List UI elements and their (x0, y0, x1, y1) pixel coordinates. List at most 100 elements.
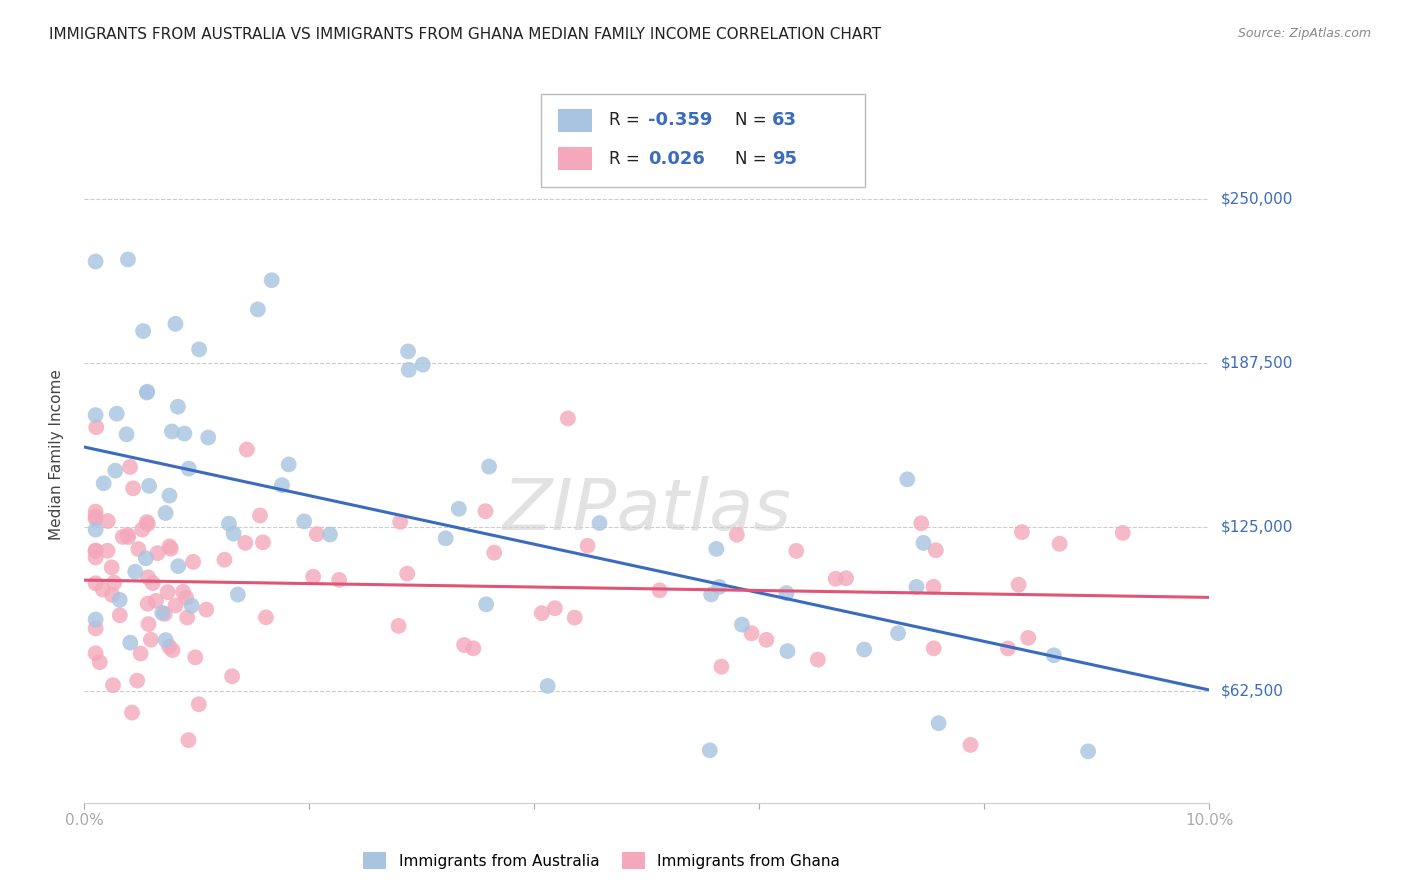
Text: IMMIGRANTS FROM AUSTRALIA VS IMMIGRANTS FROM GHANA MEDIAN FAMILY INCOME CORRELAT: IMMIGRANTS FROM AUSTRALIA VS IMMIGRANTS … (49, 27, 882, 42)
Point (387, 619, 409, 633)
Point (925, 543, 948, 558)
Point (328, 573, 350, 587)
Point (108, 593, 131, 607)
Point (755, 632, 778, 647)
Point (84, 613, 107, 627)
Point (463, 641, 485, 656)
Point (709, 580, 731, 594)
Point (136, 597, 159, 611)
Point (146, 546, 169, 560)
Point (853, 642, 876, 657)
Point (1043, 648, 1066, 663)
Point (187, 697, 209, 711)
Point (127, 541, 149, 556)
Point (111, 530, 134, 544)
Point (474, 504, 496, 518)
Point (184, 650, 207, 665)
Point (132, 324, 155, 338)
Point (195, 602, 218, 616)
Point (434, 532, 457, 546)
Point (807, 652, 830, 666)
Point (1011, 524, 1033, 539)
Point (222, 526, 245, 541)
Point (160, 425, 183, 439)
Point (136, 516, 159, 531)
Point (84, 646, 107, 660)
Point (97, 514, 120, 528)
Point (84, 408, 107, 422)
Point (997, 641, 1019, 656)
Point (108, 608, 131, 623)
Point (302, 570, 325, 584)
Point (824, 572, 846, 586)
Text: N =: N = (735, 112, 772, 129)
Point (84, 512, 107, 526)
Point (922, 641, 945, 656)
Point (905, 580, 928, 594)
Point (172, 584, 194, 599)
Point (124, 565, 146, 579)
Text: 0.026: 0.026 (648, 150, 704, 168)
Point (174, 591, 197, 605)
Point (135, 385, 157, 400)
Point (136, 384, 159, 399)
Point (277, 458, 299, 472)
Point (776, 644, 799, 658)
Point (155, 633, 177, 648)
Point (122, 481, 145, 495)
Point (84, 505, 107, 519)
Point (159, 489, 181, 503)
Point (104, 464, 127, 478)
Point (1077, 744, 1099, 758)
Point (84, 543, 107, 558)
Point (165, 317, 187, 331)
Point (305, 527, 328, 541)
Point (1007, 577, 1029, 591)
Point (785, 544, 807, 558)
Text: $125,000: $125,000 (1220, 520, 1292, 534)
Point (188, 343, 211, 357)
Point (136, 570, 159, 584)
Text: $187,500: $187,500 (1220, 356, 1292, 370)
Text: R =: R = (609, 150, 645, 168)
Point (162, 643, 184, 657)
Point (412, 358, 434, 372)
Text: ZIPatlas: ZIPatlas (502, 476, 792, 545)
Point (115, 427, 138, 442)
Point (236, 442, 259, 457)
Point (835, 571, 858, 585)
Point (396, 344, 419, 359)
Point (725, 527, 748, 541)
Point (537, 679, 560, 693)
Point (84, 550, 107, 565)
Point (249, 508, 271, 523)
Point (100, 560, 122, 574)
Point (246, 302, 269, 317)
Point (142, 576, 165, 591)
Point (173, 426, 195, 441)
Point (93, 476, 115, 491)
Text: R =: R = (609, 112, 645, 129)
Point (731, 617, 754, 632)
Point (117, 252, 139, 267)
Text: $250,000: $250,000 (1220, 192, 1292, 206)
Point (197, 431, 219, 445)
Point (896, 472, 918, 486)
Point (319, 527, 342, 541)
Point (89, 655, 111, 669)
Point (887, 626, 910, 640)
Point (155, 506, 177, 520)
Point (271, 478, 294, 492)
Point (138, 479, 160, 493)
Point (91, 582, 114, 597)
Point (775, 586, 797, 600)
Point (176, 610, 198, 624)
Point (84, 254, 107, 268)
Point (741, 626, 763, 640)
Point (150, 606, 173, 620)
Point (105, 407, 128, 421)
Point (157, 640, 180, 654)
Point (181, 555, 204, 569)
Text: N =: N = (735, 150, 772, 168)
Point (576, 539, 599, 553)
